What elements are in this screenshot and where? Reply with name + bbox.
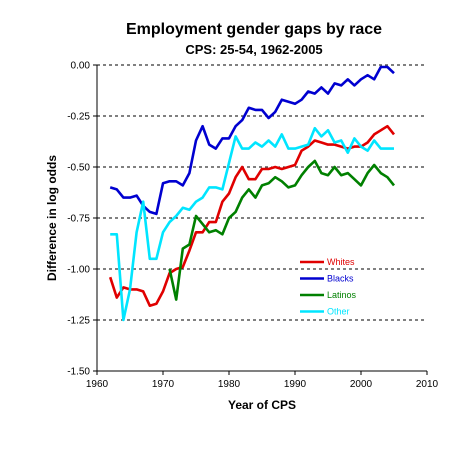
chart-title: Employment gender gaps by race	[126, 21, 382, 38]
x-tick-label-3: 1990	[284, 379, 307, 390]
x-axis-label: Year of CPS	[228, 398, 296, 412]
y-tick-label-0: 0.00	[71, 61, 91, 72]
y-tick-labels: 0.00 -0.25 -0.50 -0.75 -1.00 -1.25 -1.50	[67, 61, 90, 378]
y-tick-label-1: -0.25	[67, 112, 90, 123]
y-tick-label-5: -1.25	[67, 316, 90, 327]
x-tick-label-5: 2010	[416, 379, 439, 390]
y-tick-label-3: -0.75	[67, 214, 90, 225]
gridlines	[97, 64, 427, 321]
legend-label-other: Other	[327, 307, 350, 317]
series-line-latinos	[168, 159, 396, 301]
legend-label-blacks: Blacks	[327, 274, 354, 284]
y-tick-label-6: -1.50	[67, 367, 90, 378]
x-tick-label-1: 1970	[152, 379, 175, 390]
axes	[93, 64, 428, 375]
x-tick-label-2: 1980	[218, 379, 241, 390]
y-axis-label: Difference in log odds	[45, 155, 59, 281]
series-lines	[108, 65, 396, 322]
legend-label-whites: Whites	[327, 257, 355, 267]
chart-subtitle: CPS: 25-54, 1962-2005	[185, 42, 322, 57]
legend-label-latinos: Latinos	[327, 290, 357, 300]
series-line-blacks	[109, 65, 395, 216]
x-tick-labels: 1960 1970 1980 1990 2000 2010	[86, 379, 439, 390]
series-line-other	[110, 126, 394, 322]
legend: Whites Blacks Latinos Other	[300, 257, 357, 317]
y-tick-label-2: -0.50	[67, 163, 90, 174]
y-tick-label-4: -1.00	[67, 265, 90, 276]
x-tick-label-4: 2000	[350, 379, 373, 390]
x-tick-label-0: 1960	[86, 379, 109, 390]
